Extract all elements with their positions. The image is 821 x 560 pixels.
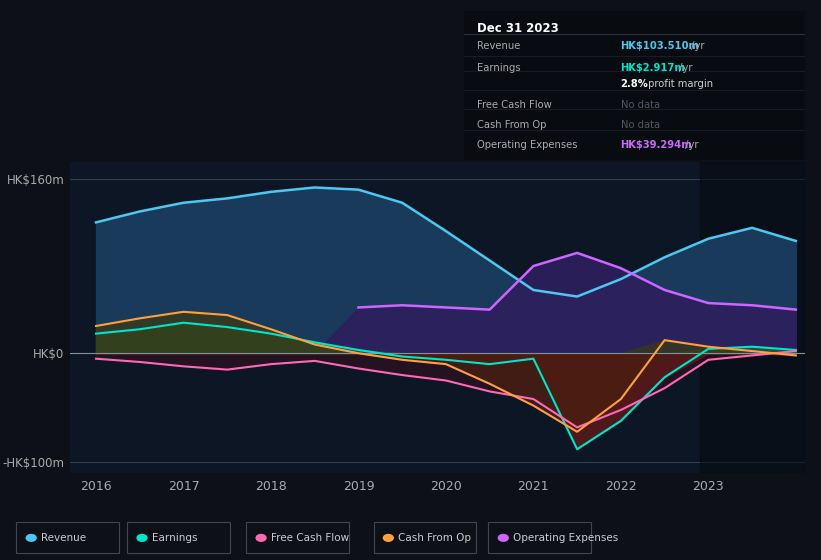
Text: Operating Expenses: Operating Expenses [513, 533, 618, 543]
Text: Dec 31 2023: Dec 31 2023 [478, 22, 559, 35]
Text: Cash From Op: Cash From Op [398, 533, 471, 543]
Text: HK$103.510m: HK$103.510m [621, 41, 699, 51]
Text: Free Cash Flow: Free Cash Flow [478, 100, 553, 110]
Text: No data: No data [621, 119, 660, 129]
Text: No data: No data [621, 100, 660, 110]
Text: /yr: /yr [688, 41, 704, 51]
Text: 2.8%: 2.8% [621, 80, 649, 90]
Bar [699, 162, 805, 473]
Text: Operating Expenses: Operating Expenses [478, 141, 578, 150]
Text: Free Cash Flow: Free Cash Flow [271, 533, 349, 543]
Text: HK$39.294m: HK$39.294m [621, 141, 692, 150]
Text: Revenue: Revenue [478, 41, 521, 51]
Text: Revenue: Revenue [41, 533, 86, 543]
Text: profit margin: profit margin [645, 80, 713, 90]
Text: HK$2.917m: HK$2.917m [621, 63, 686, 73]
Text: Earnings: Earnings [478, 63, 521, 73]
Text: /yr: /yr [682, 141, 699, 150]
Text: /yr: /yr [676, 63, 692, 73]
Text: Cash From Op: Cash From Op [478, 119, 547, 129]
Text: Earnings: Earnings [152, 533, 197, 543]
